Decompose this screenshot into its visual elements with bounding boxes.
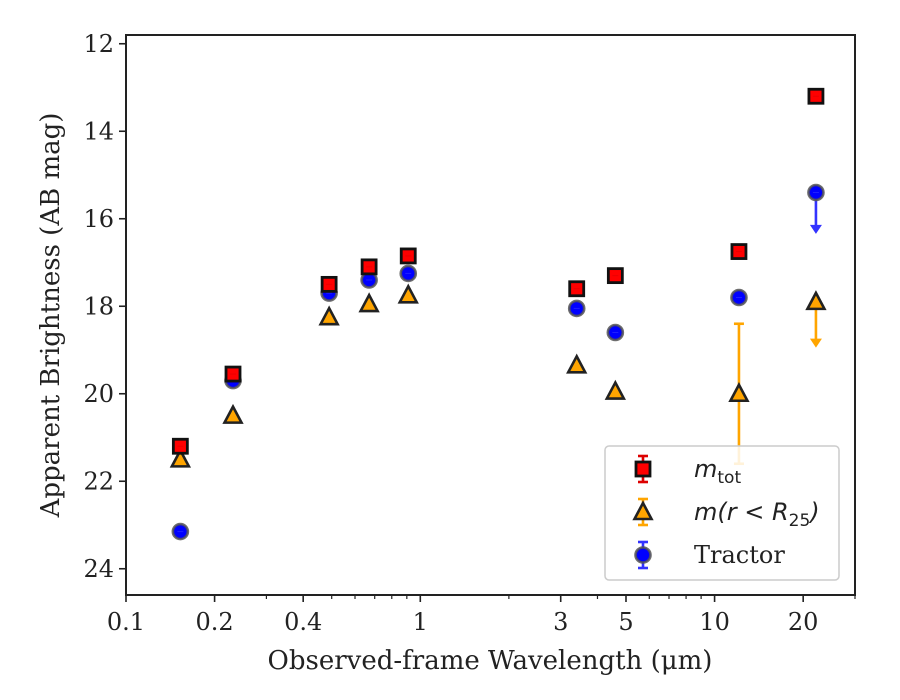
y-tick-label: 14 [83,117,114,145]
triangle-point [318,305,340,326]
y-tick-label: 20 [83,380,114,408]
y-tick-label: 16 [83,205,114,233]
y-tick-label: 24 [83,555,114,583]
x-tick-label: 20 [788,608,819,636]
legend-label-base: m(r < R [694,498,789,526]
legend-label: mtot [694,455,741,488]
triangle-point [728,381,750,403]
plot-frame [125,34,856,596]
legend-label-sub: tot [717,468,741,488]
triangle-point [358,292,380,313]
legend-label-base: m [694,455,717,483]
legend-triangle-marker [632,500,654,521]
y-tick-label: 22 [83,467,114,495]
ticks-layer: 0.1 0.2 0.4 1 3 5 10 20 12 14 16 18 20 22 24 [83,30,856,636]
triangle-point [397,283,419,304]
legend-circle-marker [634,546,652,564]
triangle-point [604,379,627,400]
legend-label: Tractor [694,541,785,569]
y-tick-label: 18 [83,292,114,320]
x-tick-label: 0.2 [196,608,234,636]
x-tick-label: 1 [413,608,428,636]
legend-label-tail: ) [808,498,819,526]
upper-limit-arrow-head [809,338,822,348]
y-tick-label: 12 [83,30,114,58]
x-axis-title: Observed-frame Wavelength (μm) [268,646,713,676]
triangle-point [169,447,192,468]
x-tick-label: 3 [553,608,568,636]
x-tick-label: 5 [618,608,633,636]
legend-box [604,445,840,581]
triangle-point [222,403,244,424]
legend-square-marker [634,460,652,478]
legend-label-sub: 25 [789,511,811,531]
x-tick-label: 0.1 [107,608,145,636]
x-tick-label: 0.4 [284,608,322,636]
x-tick-label: 10 [699,608,730,636]
legend-label: m(r < R25) [694,498,820,531]
triangle-point [566,353,588,374]
marks-layer [169,87,827,541]
triangle-point [805,290,827,311]
legend: mtot m(r < R25) Tractor [604,445,840,581]
y-axis-title: Apparent Brightness (AB mag) [36,113,66,519]
upper-limit-arrow-head [809,224,822,234]
